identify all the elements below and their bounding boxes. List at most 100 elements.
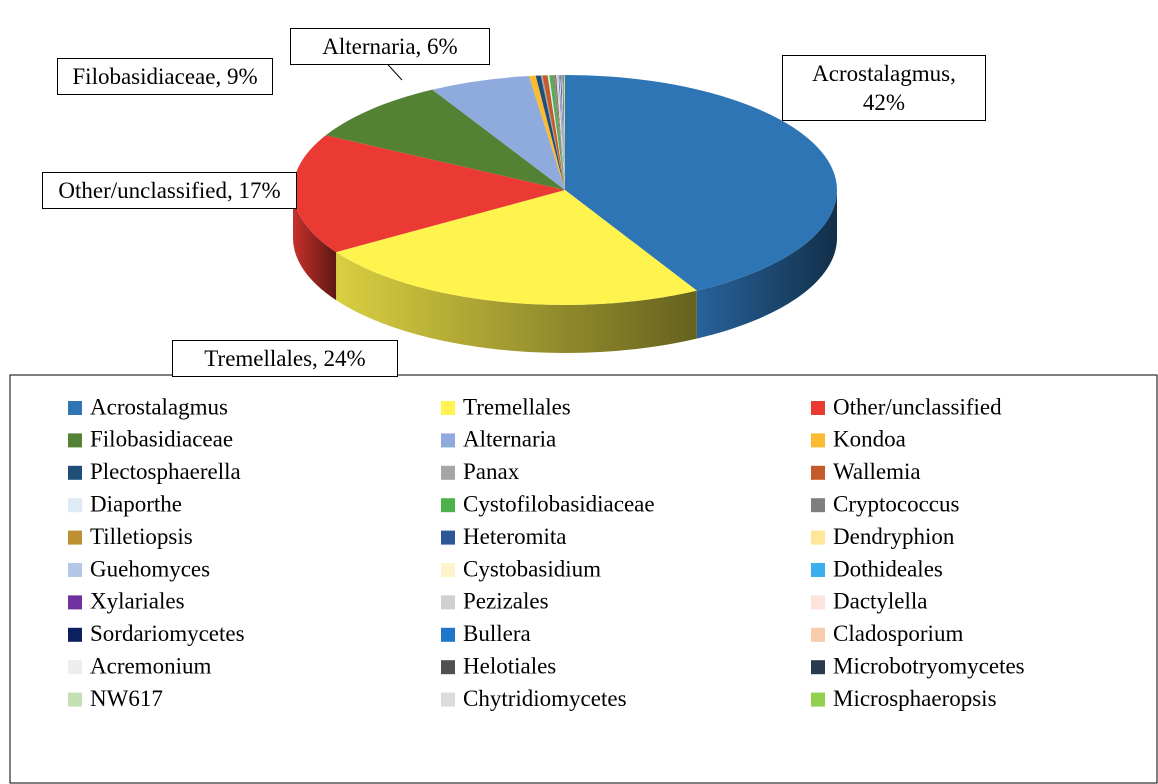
pie-slice: [432, 76, 565, 190]
legend-label: Cystobasidium: [463, 556, 601, 581]
pie-slice: [549, 75, 565, 190]
legend-label: Diaporthe: [90, 491, 182, 516]
legend-swatch: [811, 433, 825, 448]
legend-swatch: [68, 563, 82, 577]
legend-swatch: [441, 401, 455, 415]
pie-slice: [559, 75, 565, 190]
legend-swatch: [811, 530, 825, 545]
legend-swatch: [441, 498, 455, 513]
legend-swatch: [68, 465, 82, 480]
legend-swatch: [441, 530, 455, 545]
pie-slice: [562, 75, 565, 190]
legend-swatch: [441, 692, 455, 707]
pie-slice: [554, 75, 565, 190]
pie-slice: [542, 75, 565, 190]
pie-slice: [558, 75, 565, 190]
data-label: Filobasidiaceae, 9%: [57, 58, 273, 95]
pie-side: [336, 252, 697, 353]
pie-slice: [558, 75, 565, 190]
legend-label: Acrostalagmus: [90, 394, 228, 419]
legend-swatch: [811, 563, 825, 577]
legend-label: Cladosporium: [833, 621, 963, 646]
legend-swatch: [811, 595, 825, 610]
legend-label: Cryptococcus: [833, 491, 960, 516]
pie-slice: [556, 75, 565, 190]
legend-label: Wallemia: [833, 459, 921, 484]
legend-swatch: [68, 433, 82, 448]
legend-swatch: [441, 563, 455, 577]
legend-label: Kondoa: [833, 427, 906, 452]
pie-slice: [528, 75, 565, 190]
pie-slice: [565, 75, 837, 291]
legend-label: Plectosphaerella: [90, 459, 241, 484]
pie-slice: [547, 75, 565, 190]
legend-swatch: [811, 401, 825, 415]
legend-swatch: [811, 660, 825, 675]
legend-label: Pezizales: [463, 589, 549, 614]
legend-swatch: [68, 401, 82, 415]
legend-label: NW617: [90, 686, 163, 711]
pie-slice: [535, 75, 565, 190]
legend-label: Dactylella: [833, 589, 928, 614]
pie-slice: [563, 75, 565, 190]
pie-slice: [561, 75, 565, 190]
legend-label: Cystofilobasidiaceae: [463, 491, 655, 516]
legend-label: Chytridiomycetes: [463, 686, 627, 711]
legend-label: Panax: [463, 459, 520, 484]
data-label: Alternaria, 6%: [290, 28, 490, 65]
legend-label: Helotiales: [463, 653, 556, 678]
legend-label: Guehomyces: [90, 556, 210, 581]
data-label: Tremellales, 24%: [172, 340, 398, 377]
legend-swatch: [441, 595, 455, 610]
pie-slice: [336, 190, 697, 305]
data-label: Acrostalagmus, 42%: [782, 55, 986, 121]
legend-label: Dothideales: [833, 556, 943, 581]
legend-swatch: [441, 433, 455, 448]
legend-label: Tremellales: [463, 394, 571, 419]
legend-swatch: [811, 692, 825, 707]
legend-swatch: [811, 627, 825, 642]
pie-slice: [561, 75, 565, 190]
legend-label: Sordariomycetes: [90, 621, 245, 646]
legend-label: Acremonium: [90, 653, 211, 678]
legend-swatch: [811, 465, 825, 480]
legend-label: Bullera: [463, 621, 531, 646]
data-label: Other/unclassified, 17%: [42, 172, 297, 209]
legend-swatch: [441, 660, 455, 675]
pie-slice: [552, 75, 565, 190]
pie-slice: [560, 75, 565, 190]
pie-slice: [564, 75, 565, 190]
pie-slice: [559, 75, 565, 190]
legend-swatch: [811, 498, 825, 513]
legend-label: Dendryphion: [833, 524, 955, 549]
legend-label: Alternaria: [463, 427, 556, 452]
legend-label: Xylariales: [90, 589, 185, 614]
pie-slice: [560, 75, 565, 190]
pie-slice: [293, 135, 565, 253]
pie-tops: [293, 75, 837, 305]
legend-label: Tilletiopsis: [90, 524, 193, 549]
pie-side: [293, 190, 337, 301]
legend-swatch: [441, 627, 455, 642]
legend-swatch: [441, 465, 455, 480]
legend-swatch: [68, 530, 82, 545]
pie-side: [696, 190, 837, 339]
pie-slice: [562, 75, 565, 190]
legend-swatch: [68, 692, 82, 707]
legend-label: Filobasidiaceae: [90, 427, 233, 452]
pie-slice: [563, 75, 565, 190]
legend-label: Heteromita: [463, 524, 566, 549]
legend-swatch: [68, 627, 82, 642]
pie-slice: [555, 75, 565, 190]
pie-sides: [293, 190, 837, 353]
legend-swatch: [68, 498, 82, 513]
legend-label: Microbotryomycetes: [833, 653, 1025, 678]
pie-slice: [556, 75, 565, 190]
legend-box: [9, 374, 1158, 784]
legend-label: Microsphaeropsis: [833, 686, 997, 711]
legend-swatch: [68, 595, 82, 610]
legend-label: Other/unclassified: [833, 394, 1002, 419]
pie-slice: [325, 89, 565, 190]
